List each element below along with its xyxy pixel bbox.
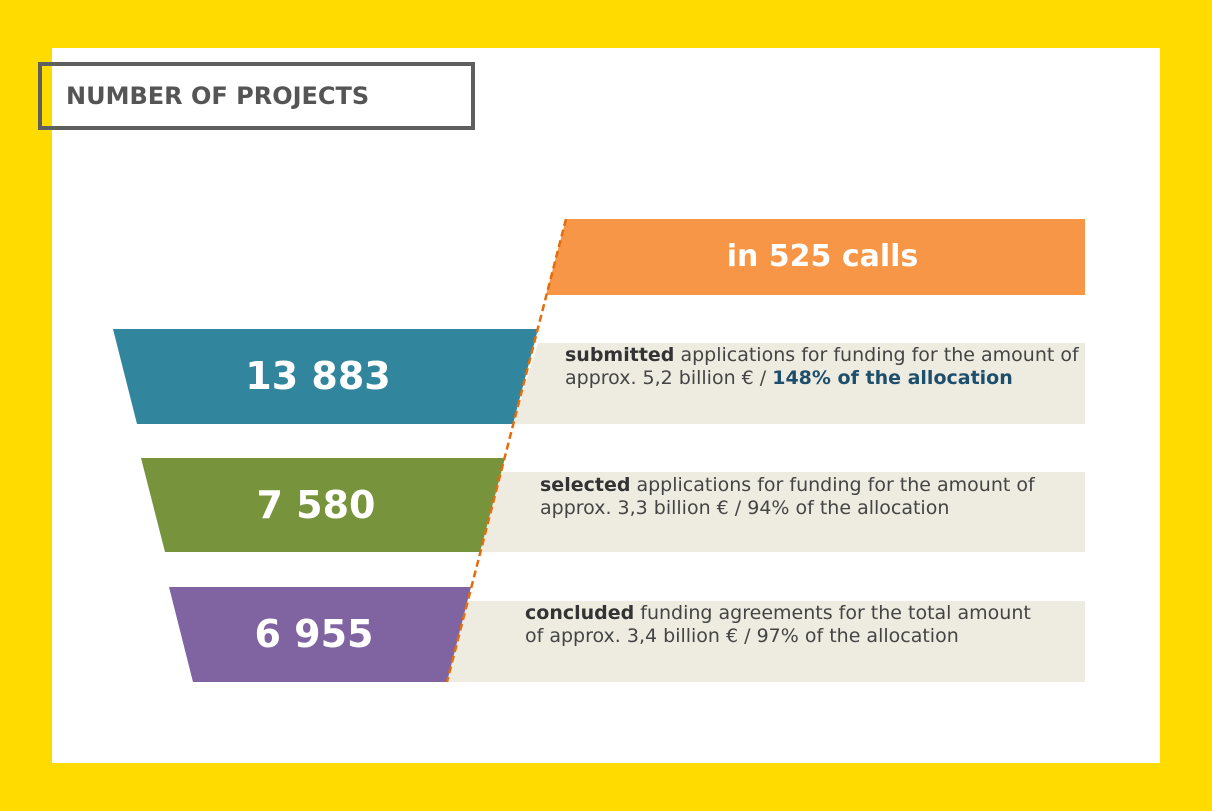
highlight: 148% of the allocation	[772, 367, 1013, 389]
funnel-step	[141, 458, 505, 552]
text: funding agreements for the total amount …	[525, 602, 1031, 647]
header: in 525 calls	[726, 239, 919, 274]
divider	[445, 218, 568, 683]
title: NUMBER OF PROJECTS	[38, 62, 475, 130]
value: 13 883	[245, 354, 391, 398]
description: concluded funding agreements for the tot…	[525, 602, 1045, 648]
value: 6 955	[254, 612, 374, 656]
bold: submitted	[565, 344, 675, 366]
desc-box	[480, 472, 1085, 552]
text: applications for funding for the amount …	[540, 474, 1035, 519]
text: applications for funding for the amount …	[565, 344, 1079, 389]
bold: concluded	[525, 602, 635, 624]
desc-box	[513, 343, 1085, 424]
desc-box	[447, 601, 1085, 682]
funnel-step	[169, 587, 471, 682]
description: submitted applications for funding for t…	[565, 344, 1085, 390]
funnel-step	[113, 329, 538, 424]
header-bar	[546, 219, 1085, 295]
description: selected applications for funding for th…	[540, 474, 1060, 520]
bold: selected	[540, 474, 631, 496]
value: 7 580	[256, 483, 376, 527]
